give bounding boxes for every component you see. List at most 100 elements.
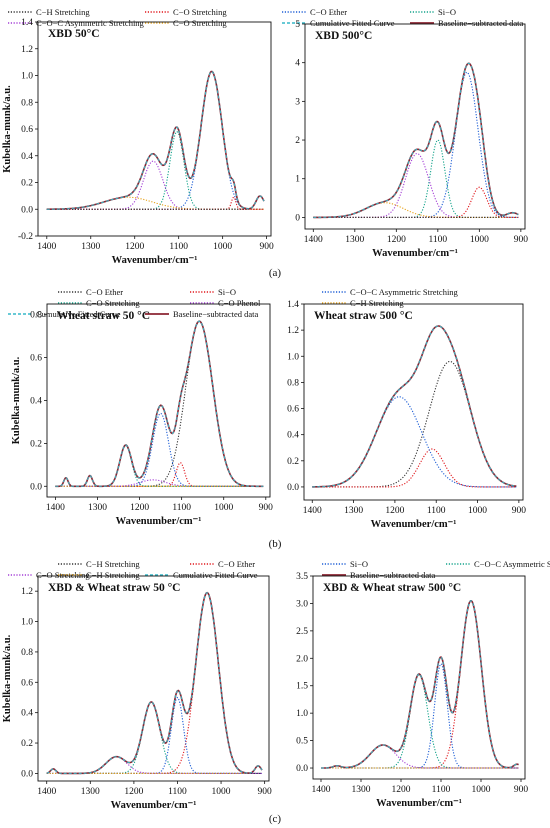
- plot-frame: [46, 303, 271, 498]
- legend-item: Baseline−subtracted data: [322, 570, 436, 580]
- x-tick-label: 1400: [37, 242, 56, 252]
- legend-label: C−O−C Asymmetric Stretching: [36, 18, 145, 28]
- legend-label: C−O Phenol: [218, 298, 261, 308]
- x-tick-label: 900: [259, 503, 274, 513]
- x-tick-label: 1200: [125, 242, 144, 252]
- y-tick-label: 1.0: [21, 618, 33, 628]
- legend-item: C−O Stretching: [8, 570, 90, 580]
- x-tick-label: 1300: [81, 242, 100, 252]
- component-peak: [321, 763, 519, 769]
- legend-item: Cumulative Fitted Curve: [8, 309, 121, 319]
- legend-label: C−O Stretching: [36, 570, 90, 580]
- legend-label: C−H Stretching: [86, 570, 140, 580]
- y-tick-label: 1.2: [21, 587, 33, 597]
- panel-title: XBD 50°C: [48, 28, 100, 40]
- y-tick-label: 2: [295, 136, 300, 146]
- x-tick-label: 900: [514, 235, 529, 245]
- x-tick-label: 1100: [429, 235, 448, 245]
- legend-label: Si−O: [218, 287, 236, 297]
- y-tick-label: 1: [295, 175, 300, 185]
- component-peak: [312, 360, 517, 488]
- x-axis-label: Wavenumber/cm⁻¹: [112, 255, 198, 266]
- x-axis-label: Wavenumber/cm⁻¹: [116, 516, 202, 527]
- component-peak: [46, 160, 264, 210]
- y-tick-label: 0.0: [296, 764, 308, 774]
- y-tick-label: 0.4: [30, 397, 42, 407]
- x-tick-label: 1000: [468, 506, 487, 516]
- x-tick-label: 1100: [168, 787, 187, 797]
- y-tick-label: 0.0: [287, 483, 299, 493]
- x-axis-label: Wavenumber/cm⁻¹: [371, 519, 457, 530]
- x-tick-label: 900: [514, 785, 529, 795]
- component-peak: [46, 756, 262, 774]
- plot-frame: [304, 23, 526, 230]
- y-tick-label: 1.0: [296, 709, 308, 719]
- legend-item: C−H Stretching: [58, 570, 140, 580]
- y-tick-label: 3: [295, 97, 300, 107]
- x-axis-label: Wavenumber/cm⁻¹: [376, 798, 462, 809]
- chart-panel: 1400 1300 1200 1100 1000 900 0.0 0.2 0.4 0.6 0.8 1.…: [287, 300, 526, 530]
- x-tick-label: 1300: [344, 506, 363, 516]
- legend-item: Si−O: [190, 287, 236, 297]
- y-tick-label: 0.0: [21, 769, 33, 779]
- y-tick-label: 0.6: [287, 405, 299, 415]
- x-tick-label: 1000: [213, 242, 232, 252]
- y-tick-label: 1.4: [287, 300, 299, 310]
- legend-label: C−H Stretching: [350, 298, 404, 308]
- y-tick-label: 2.0: [296, 654, 308, 664]
- y-tick-label: 0.4: [21, 152, 33, 162]
- legend-item: C−O Stretching: [58, 298, 140, 308]
- panel-title: Wheat straw 500 °C: [314, 310, 413, 322]
- x-tick-label: 1300: [88, 503, 107, 513]
- component-peak: [46, 696, 262, 774]
- x-tick-label: 1200: [124, 787, 143, 797]
- x-tick-label: 1200: [387, 235, 406, 245]
- x-tick-label: 1400: [312, 785, 331, 795]
- legend-label: C−O−C Asymmetric Stretching: [474, 559, 550, 569]
- x-axis-label: Wavenumber/cm⁻¹: [111, 800, 197, 811]
- cumulative-fitted-curve: [313, 62, 519, 218]
- legend-item: C−O Stretching: [145, 7, 227, 17]
- x-tick-label: 1000: [472, 785, 491, 795]
- component-peak: [55, 412, 264, 487]
- x-tick-label: 900: [258, 787, 273, 797]
- y-tick-label: 1.0: [287, 352, 299, 362]
- legend-item: C−O Ether: [190, 559, 255, 569]
- legend-label: Cumulative Fitted Curve: [173, 570, 258, 580]
- plot-frame: [37, 575, 270, 782]
- cumulative-fitted-curve: [46, 71, 265, 210]
- y-tick-label: 0.8: [30, 311, 42, 321]
- legend-item: C−H Stretching: [322, 298, 404, 308]
- legend-label: Cumulative Fitted Curve: [310, 18, 395, 28]
- x-tick-label: 1400: [37, 787, 56, 797]
- y-tick-label: 1.0: [21, 72, 33, 82]
- x-tick-label: 1000: [470, 235, 489, 245]
- legend-label: Cumulative Fitted Curve: [36, 309, 121, 319]
- x-tick-label: 1300: [352, 785, 371, 795]
- chart-panel: 1400 1300 1200 1100 1000 900 0 1 2 3 4 5 XBD 500°C Wa…: [295, 20, 528, 259]
- y-tick-label: 1.2: [287, 326, 299, 336]
- y-axis-label: Kubelka-munk/a.u.: [11, 356, 22, 444]
- component-peak: [321, 600, 519, 769]
- component-peak: [313, 71, 519, 218]
- chart-panel: 1400 1300 1200 1100 1000 900 0.0 0.5 1.0 1.5 2.0 2.…: [296, 572, 528, 809]
- x-tick-label: 900: [259, 242, 274, 252]
- plot-frame: [312, 575, 526, 780]
- chart-panel: 1400 1300 1200 1100 1000 900 0.0 0.2 0.4 0.6 0.8 Wh…: [11, 303, 274, 527]
- x-tick-label: 1300: [81, 787, 100, 797]
- component-peak: [55, 320, 264, 487]
- legend-item: C−O Phenol: [190, 298, 261, 308]
- legend-item: C−H Stretching: [58, 559, 140, 569]
- legend-item: Si−O: [322, 559, 368, 569]
- legend-label: C−O Stretching: [173, 18, 227, 28]
- baseline-subtracted-data: [55, 320, 264, 488]
- component-peak: [46, 701, 262, 774]
- baseline-subtracted-data: [313, 62, 519, 219]
- legend-label: Baseline−subtracted data: [173, 309, 259, 319]
- cumulative-fitted-curve: [55, 320, 264, 487]
- plot-frame: [37, 21, 272, 237]
- y-tick-label: 0.8: [21, 648, 33, 658]
- legend-area: C−H Stretching C−O Stretching C−O Ether Si−…: [8, 7, 550, 580]
- legend-item: C−H Stretching: [8, 7, 90, 17]
- panel-title: XBD & Wheat straw 500 °C: [323, 582, 461, 594]
